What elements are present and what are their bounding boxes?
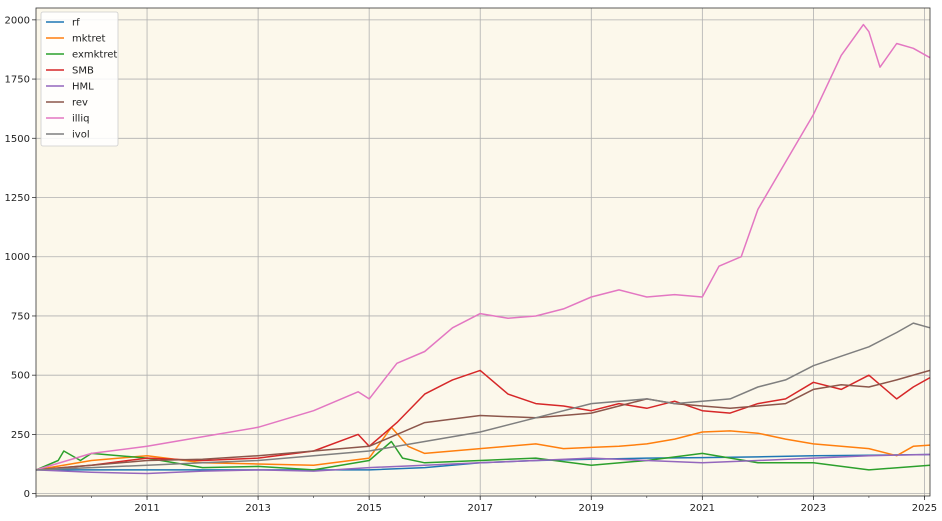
legend-label: ivol [72,130,90,141]
series-line-mktret [35,426,931,471]
y-tick-label: 1750 [5,75,30,86]
series-line-exmktret [35,440,931,471]
x-tick-label: 2019 [579,503,604,514]
plot-frame [35,7,931,497]
x-tick-label: 2011 [134,503,159,514]
series-line-smb [35,369,931,471]
y-tick-label: 1500 [5,134,30,145]
series-line-ivol [35,322,931,471]
legend-label: rev [72,98,88,109]
legend-label: exmktret [72,50,117,61]
legend-label: mktret [72,34,105,45]
y-tick-label: 1250 [5,193,30,204]
legend-label: SMB [72,66,94,77]
legend-box [40,11,119,147]
plot-area [36,8,930,496]
series-lines [35,23,931,475]
y-axis: 0 250 500 750 1000 1250 1500 1750 2000 [5,15,36,500]
x-tick-label: 2015 [356,503,381,514]
series-line-rev [35,369,931,471]
y-tick-label: 1000 [5,252,30,263]
legend: rf mktret exmktret SMB HML rev illiq ivol [40,11,119,147]
y-tick-label: 250 [11,430,30,441]
y-tick-label: 0 [24,489,30,500]
x-axis: 2011 2013 2015 2017 2019 2021 2023 2025 [35,496,937,514]
x-tick-label: 2017 [467,503,492,514]
legend-label: illiq [72,114,89,125]
legend-label: rf [72,18,80,29]
y-tick-label: 500 [11,371,30,382]
series-line-hml [35,453,931,475]
x-tick-label: 2013 [245,503,270,514]
y-tick-label: 750 [11,311,30,322]
y-tick-label: 2000 [5,15,30,26]
x-tick-label: 2021 [690,503,715,514]
legend-label: HML [72,82,94,93]
x-tick-label: 2025 [912,503,937,514]
x-tick-label: 2023 [801,503,826,514]
series-line-illiq [35,23,931,471]
grid-lines [36,8,930,496]
